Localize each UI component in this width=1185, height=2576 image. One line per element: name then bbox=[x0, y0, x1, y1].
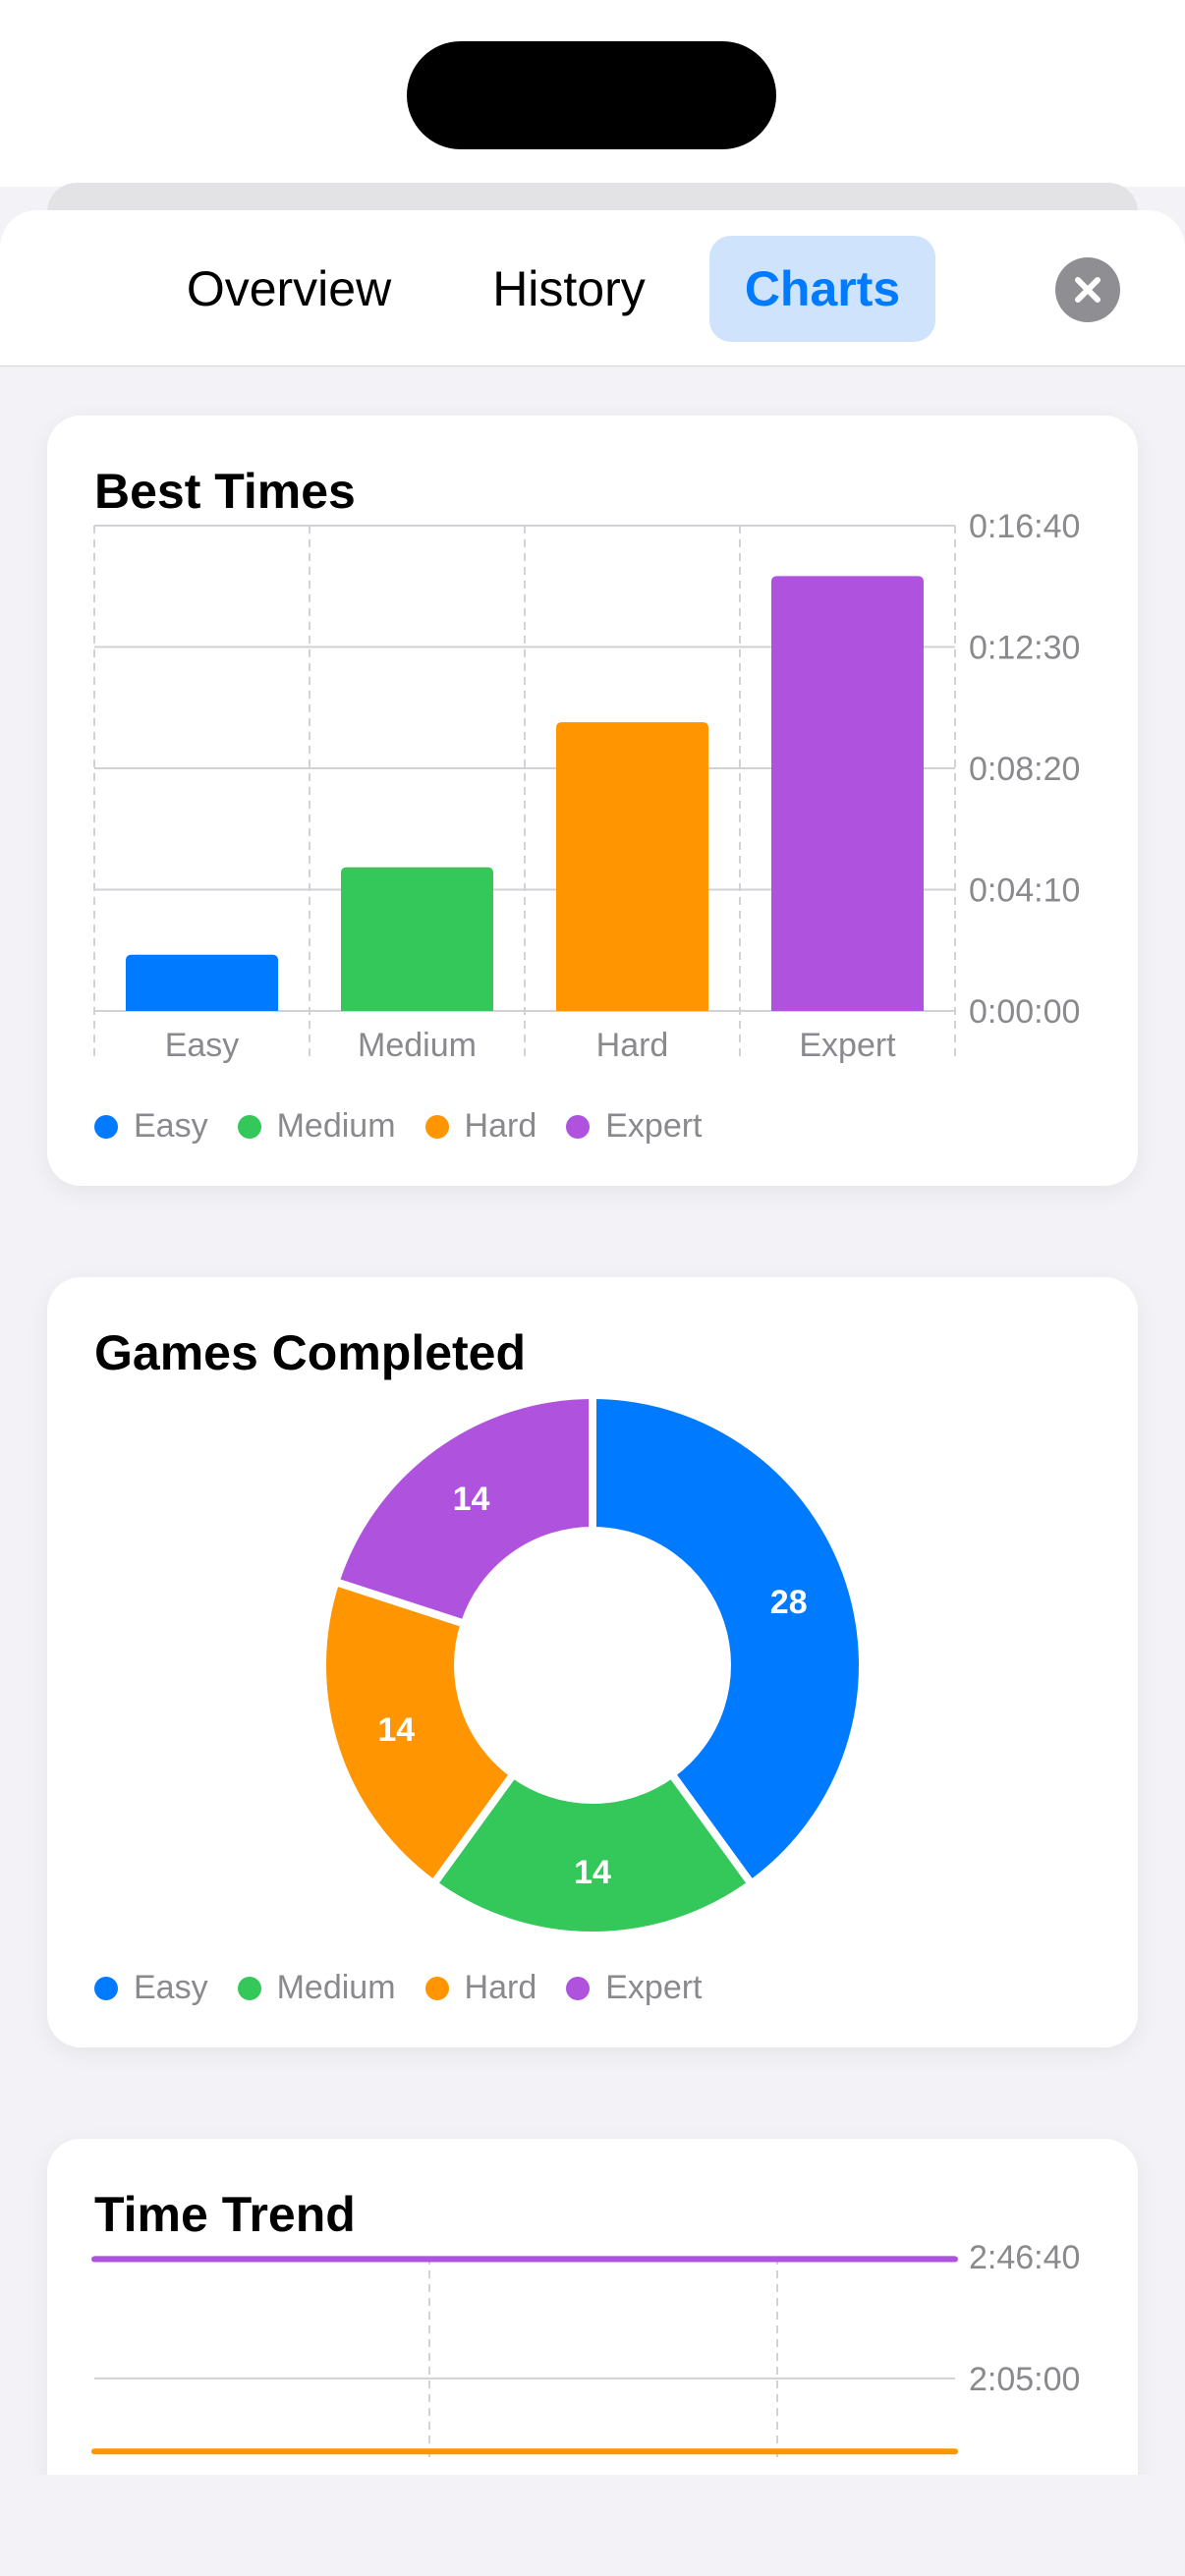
best-times-legend-item: Easy bbox=[94, 1107, 208, 1146]
slice-hard bbox=[318, 1578, 518, 1888]
best-times-legend-item: Hard bbox=[424, 1107, 537, 1146]
legend-label: Hard bbox=[464, 1969, 537, 2006]
legend-label: Medium bbox=[276, 1969, 396, 2006]
xmark-circle-icon bbox=[1075, 277, 1100, 303]
best-times-legend-item: Medium bbox=[237, 1107, 396, 1146]
games-completed-legend-item: Easy bbox=[94, 1969, 208, 2007]
x-tick-label: Medium bbox=[358, 1027, 477, 1064]
best-times-chart: 0:00:00 0:04:10 0:08:20 0:12:30 0:16:40 Easy M… bbox=[93, 508, 1080, 1064]
y-tick-label: 0:00:00 bbox=[969, 993, 1080, 1031]
slice-value-label: 14 bbox=[377, 1711, 415, 1749]
bar-hard bbox=[556, 722, 708, 1011]
best-times-card: Best Times 0:00:00 0:04:10 0:08:20 0:12:30 0… bbox=[47, 416, 1138, 1186]
legend-label: Medium bbox=[276, 1107, 396, 1145]
games-completed-card: Games Completed 28 14 14 14 Easy Medium Hard E… bbox=[47, 1277, 1138, 2047]
x-tick-label: Expert bbox=[799, 1027, 896, 1064]
best-times-title: Best Times bbox=[94, 464, 356, 519]
y-tick-label: 0:04:10 bbox=[969, 872, 1080, 910]
slice-value-label: 28 bbox=[770, 1584, 808, 1621]
y-tick-label: 0:12:30 bbox=[969, 630, 1080, 667]
y-tick-label: 2:46:40 bbox=[969, 2239, 1080, 2276]
tab-overview[interactable]: Overview bbox=[186, 261, 392, 316]
games-completed-legend-item: Expert bbox=[566, 1969, 703, 2007]
slice-easy bbox=[589, 1395, 867, 1888]
slice-value-label: 14 bbox=[574, 1854, 611, 1891]
legend-label: Expert bbox=[605, 1969, 703, 2006]
games-completed-title: Games Completed bbox=[94, 1325, 527, 1380]
tab-charts[interactable]: Charts bbox=[709, 236, 935, 342]
legend-color-dot bbox=[237, 1976, 261, 2000]
tab-history[interactable]: History bbox=[492, 261, 646, 316]
time-trend-title: Time Trend bbox=[94, 2187, 356, 2242]
y-tick-label: 0:16:40 bbox=[969, 508, 1080, 545]
games-completed-legend-item: Medium bbox=[237, 1969, 396, 2007]
games-completed-chart: 28 14 14 14 bbox=[318, 1395, 867, 1939]
y-tick-label: 2:05:00 bbox=[969, 2361, 1080, 2398]
legend-label: Easy bbox=[134, 1107, 208, 1145]
legend-color-dot bbox=[424, 1976, 449, 2000]
time-trend-chart: 2:05:00 2:46:40 bbox=[91, 2239, 1080, 2463]
status-area bbox=[0, 0, 1185, 187]
slice-expert bbox=[331, 1395, 596, 1628]
games-completed-legend-item: Hard bbox=[424, 1969, 537, 2007]
legend-color-dot bbox=[94, 1114, 118, 1139]
bar-easy bbox=[126, 954, 278, 1011]
bar-expert bbox=[771, 576, 924, 1011]
slice-value-label: 14 bbox=[453, 1481, 490, 1518]
x-tick-label: Easy bbox=[165, 1027, 240, 1064]
dynamic-island bbox=[407, 41, 776, 149]
legend-color-dot bbox=[566, 1976, 591, 2000]
stats-sheet: Overview History Charts Best Times 0:00:… bbox=[0, 210, 1185, 2475]
legend-color-dot bbox=[237, 1114, 261, 1139]
slice-medium bbox=[429, 1769, 756, 1939]
legend-label: Easy bbox=[134, 1969, 208, 2006]
best-times-legend-item: Expert bbox=[566, 1107, 703, 1146]
legend-color-dot bbox=[566, 1114, 591, 1139]
legend-color-dot bbox=[94, 1976, 118, 2000]
bar-medium bbox=[341, 867, 493, 1011]
x-tick-label: Hard bbox=[596, 1027, 669, 1064]
segmented-tab-bar: Overview History Charts bbox=[0, 210, 1185, 366]
close-button[interactable] bbox=[1055, 257, 1120, 322]
legend-color-dot bbox=[424, 1114, 449, 1139]
games-completed-legend: Easy Medium Hard Expert bbox=[94, 1969, 703, 2007]
legend-label: Hard bbox=[464, 1107, 537, 1145]
time-trend-card: Time Trend 2:05:00 2:46:40 bbox=[47, 2139, 1138, 2475]
best-times-legend: Easy Medium Hard Expert bbox=[94, 1107, 703, 1146]
y-tick-label: 0:08:20 bbox=[969, 751, 1080, 788]
legend-label: Expert bbox=[605, 1107, 703, 1145]
